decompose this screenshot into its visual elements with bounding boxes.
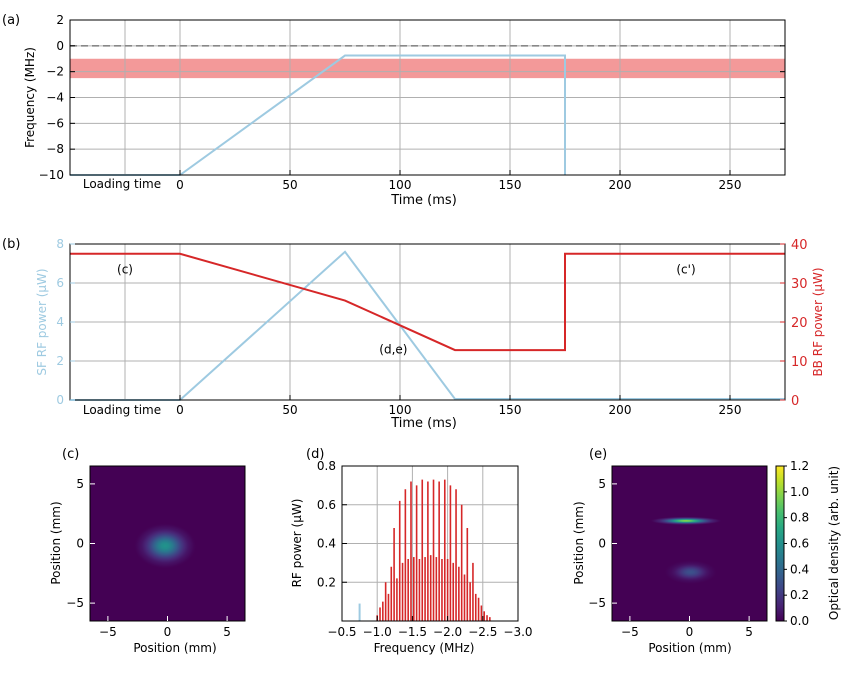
panel-b-ytick-label-left: 4 xyxy=(56,315,64,329)
panel-a-xtick-label: 50 xyxy=(282,178,297,192)
panel-b-annotation: (d,e) xyxy=(379,342,407,356)
panel-e-ytick-label: 0 xyxy=(598,537,606,551)
panel-c-xtick-label: 5 xyxy=(223,625,231,639)
panel-b-xtick-label: 100 xyxy=(389,403,412,417)
panel-e-cloud xyxy=(650,516,722,526)
panel-c-ylabel: Position (mm) xyxy=(49,501,63,584)
panel-d-xtick-label: −1.5 xyxy=(398,625,427,639)
panel-e-xtick-label: −5 xyxy=(621,625,639,639)
panel-b-xtick-label: 250 xyxy=(719,403,742,417)
panel-c-ytick-label: 0 xyxy=(76,537,84,551)
panel-e-ytick-label: −5 xyxy=(588,596,606,610)
panel-d-xtick-label: −2.5 xyxy=(468,625,497,639)
panel-d-ytick-label: 0.6 xyxy=(317,498,336,512)
panel-a-frequency-chart: Frequency (MHz) Time (ms) Loading time 0… xyxy=(23,13,786,208)
panel-c-xtick-label: 0 xyxy=(164,625,172,639)
panel-label-a: (a) xyxy=(2,13,20,28)
panel-a-ylabel: Frequency (MHz) xyxy=(23,47,37,148)
panel-label-c: (c) xyxy=(62,447,79,462)
panel-d-ytick-label: 0.2 xyxy=(317,575,336,589)
panel-b-annotation: (c) xyxy=(117,263,133,277)
panel-e-ytick-label: 5 xyxy=(598,477,606,491)
panel-a-xlabel: Time (ms) xyxy=(390,193,457,208)
panel-b-xlabel: Time (ms) xyxy=(390,416,457,431)
panel-a-xtick-label: 150 xyxy=(499,178,522,192)
panel-b-ytick-label-left: 6 xyxy=(56,276,64,290)
panel-b-xtick-label: 150 xyxy=(499,403,522,417)
panel-a-ytick-label: −6 xyxy=(46,116,64,130)
colorbar-tick-label: 0.4 xyxy=(790,562,809,576)
panel-a-xtick-label: 100 xyxy=(389,178,412,192)
panel-a-xtick-label: 250 xyxy=(719,178,742,192)
colorbar-tick-label: 0.2 xyxy=(790,588,809,602)
panel-d-xtick-label: −1.0 xyxy=(363,625,392,639)
panel-c-ytick-label: 5 xyxy=(76,477,84,491)
panel-a-xtick-label: 0 xyxy=(176,178,184,192)
colorbar-tick-label: 1.2 xyxy=(790,459,809,473)
panel-b-loading-time-label: Loading time xyxy=(83,403,161,417)
panel-d-xlabel: Frequency (MHz) xyxy=(374,641,475,655)
colorbar-tick-label: 0.6 xyxy=(790,537,809,551)
panel-b-ylabel-right: BB RF power (μW) xyxy=(811,267,825,376)
panel-b-ytick-label-right: 20 xyxy=(791,316,808,331)
panel-e-cloud xyxy=(664,560,717,585)
panel-b-ylabel-left: SF RF power (μW) xyxy=(35,268,49,375)
panel-b-bb-power-line xyxy=(70,252,785,352)
panel-e-image: Position (mm) Position (mm) Optical dens… xyxy=(572,459,841,655)
panel-e-ylabel: Position (mm) xyxy=(572,501,586,584)
panel-d-ytick-label: 0.4 xyxy=(317,537,336,551)
panel-a-loading-time-label: Loading time xyxy=(83,177,161,191)
panel-a-ytick-label: −10 xyxy=(39,168,64,182)
colorbar-label: Optical density (arb. unit) xyxy=(827,466,841,620)
panel-b-ytick-label-right: 40 xyxy=(791,238,808,253)
panel-a-ytick-label: 2 xyxy=(56,13,64,27)
panel-label-e: (e) xyxy=(589,447,607,462)
panel-d-xtick-label: −2.0 xyxy=(433,625,462,639)
panel-d-ytick-label: 0.8 xyxy=(317,459,336,473)
panel-c-cloud xyxy=(134,523,197,569)
panel-c-xtick-label: −5 xyxy=(99,625,117,639)
panel-d-ylabel: RF power (μW) xyxy=(290,499,304,588)
panel-b-ytick-label-left: 2 xyxy=(56,354,64,368)
panel-e-xlabel: Position (mm) xyxy=(648,641,731,655)
panel-b-ytick-label-right: 30 xyxy=(791,277,808,292)
panel-b-xtick-label: 50 xyxy=(282,403,297,417)
panel-a-ytick-label: −8 xyxy=(46,142,64,156)
panel-b-ytick-label-left: 8 xyxy=(56,237,64,251)
panel-a-ytick-label: −2 xyxy=(46,65,64,79)
panel-a-forbidden-band xyxy=(70,58,785,79)
panel-label-d: (d) xyxy=(306,447,324,462)
panel-label-b: (b) xyxy=(2,237,20,252)
colorbar-tick-label: 1.0 xyxy=(790,485,809,499)
colorbar-tick-label: 0.8 xyxy=(790,511,809,525)
panel-e-background xyxy=(612,466,767,621)
panel-e-xtick-label: 0 xyxy=(686,625,694,639)
panel-b-xtick-label: 200 xyxy=(609,403,632,417)
panel-a-ytick-label: 0 xyxy=(56,39,64,53)
panel-b-ytick-label-right: 10 xyxy=(791,355,808,370)
panel-b-annotation: (c') xyxy=(676,263,695,277)
panel-c-ytick-label: −5 xyxy=(66,596,84,610)
panel-b-xtick-label: 0 xyxy=(176,403,184,417)
panel-d-xtick-label: −0.5 xyxy=(327,625,356,639)
panel-b-ytick-label-left: 0 xyxy=(56,393,64,407)
colorbar xyxy=(775,465,785,622)
panel-a-ytick-label: −4 xyxy=(46,91,64,105)
panel-d-spectrum: Frequency (MHz) RF power (μW) −0.5 −1.0 −1… xyxy=(290,459,533,655)
panel-e-xtick-label: 5 xyxy=(745,625,753,639)
panel-c-xlabel: Position (mm) xyxy=(133,641,216,655)
panel-b-power-chart: SF RF power (μW) BB RF power (μW) Time (… xyxy=(35,237,825,431)
panel-b-ytick-label-right: 0 xyxy=(791,394,799,409)
panel-a-xtick-label: 200 xyxy=(609,178,632,192)
colorbar-tick-label: 0.0 xyxy=(790,614,809,628)
panel-d-xtick-label: −3.0 xyxy=(503,625,532,639)
panel-c-image: Position (mm) Position (mm) −5 0 5 −5 0 5 xyxy=(49,465,246,655)
